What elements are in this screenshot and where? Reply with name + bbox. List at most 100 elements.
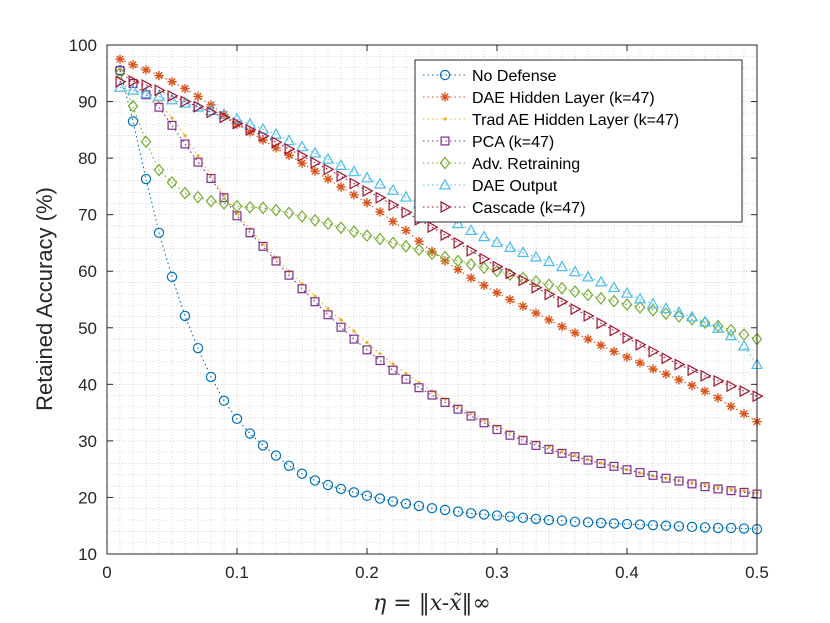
data-point: [427, 390, 437, 400]
data-point: [388, 198, 400, 212]
asterisk-stroke: [376, 208, 384, 216]
data-point: [297, 149, 309, 162]
data-point: [466, 244, 478, 257]
data-point: [726, 379, 738, 393]
data-point: [283, 460, 295, 471]
data-point: [387, 236, 399, 250]
data-point: [427, 221, 439, 234]
data-point: [466, 411, 476, 421]
data-point: [167, 77, 177, 87]
data-point: [348, 487, 360, 498]
data-point: [596, 459, 606, 469]
asterisk-stroke: [714, 394, 722, 402]
data-point: [739, 487, 749, 497]
data-point: [414, 383, 424, 393]
data-point: [543, 278, 555, 292]
data-point: [128, 60, 138, 70]
data-point: [687, 380, 697, 391]
data-point: [543, 514, 555, 526]
data-point: [309, 213, 321, 227]
data-point: [453, 404, 463, 414]
data-point: [375, 191, 387, 204]
data-point: [465, 508, 477, 519]
data-point: [742, 489, 746, 493]
data-point: [673, 521, 685, 532]
legend-entry: DAE Output: [423, 178, 558, 195]
asterisk-stroke: [584, 335, 592, 343]
data-point: [115, 75, 127, 88]
y-tick-label: 50: [78, 319, 97, 338]
data-point: [716, 485, 720, 489]
data-point: [686, 521, 698, 533]
asterisk-stroke: [493, 288, 501, 297]
data-point: [560, 450, 564, 454]
data-point: [518, 301, 528, 311]
data-point: [166, 175, 178, 189]
data-point: [192, 190, 204, 204]
asterisk-stroke: [662, 370, 670, 378]
data-point: [607, 281, 621, 293]
data-point: [296, 209, 308, 223]
data-point: [504, 511, 516, 522]
data-point: [440, 228, 452, 242]
data-point: [399, 190, 413, 202]
data-point: [322, 217, 334, 231]
data-point: [555, 260, 569, 272]
data-point: [401, 225, 411, 236]
y-axis-title: Retained Accuracy (%): [32, 187, 57, 411]
data-point: [165, 93, 179, 105]
data-point: [583, 334, 593, 344]
data-point: [544, 444, 554, 454]
data-point: [582, 517, 594, 528]
data-point: [596, 340, 606, 350]
data-point: [660, 520, 672, 531]
data-point: [257, 440, 269, 451]
data-point: [609, 324, 621, 337]
data-point: [270, 450, 282, 461]
data-point: [326, 306, 330, 311]
data-point: [583, 455, 593, 465]
data-point: [179, 186, 191, 200]
data-point: [595, 517, 607, 529]
data-point: [596, 317, 608, 330]
asterisk-stroke: [311, 167, 319, 175]
data-point: [297, 158, 307, 168]
data-point: [581, 270, 595, 282]
data-point: [400, 498, 412, 509]
data-point: [180, 139, 190, 149]
data-point: [347, 165, 361, 177]
data-point: [452, 506, 464, 517]
data-point: [478, 509, 490, 520]
data-point: [374, 232, 386, 246]
data-point: [313, 294, 317, 298]
data-point: [362, 198, 372, 208]
legend-marker: [440, 92, 450, 102]
data-point: [440, 397, 450, 407]
data-point: [349, 177, 361, 190]
data-point: [362, 184, 374, 197]
data-point: [635, 468, 645, 478]
data-point: [711, 321, 725, 333]
data-point: [258, 241, 268, 251]
data-point: [570, 328, 580, 338]
data-point: [426, 502, 438, 514]
data-point: [699, 522, 711, 533]
data-point: [713, 484, 723, 494]
data-point: [517, 512, 529, 524]
x-axis-title: η = ‖x-x̃‖∞: [373, 591, 491, 616]
series-cascade-k-47: [115, 75, 764, 403]
data-point: [230, 112, 244, 124]
asterisk-stroke: [467, 274, 475, 282]
data-point: [621, 298, 633, 312]
x-tick-label: 0.4: [615, 563, 639, 582]
data-point: [625, 468, 629, 472]
data-point: [556, 515, 568, 526]
asterisk-stroke: [519, 302, 527, 311]
data-point: [464, 223, 478, 236]
data-point: [154, 84, 166, 97]
y-tick-label: 80: [78, 149, 97, 168]
data-point: [451, 217, 465, 229]
data-point: [465, 257, 477, 271]
data-point: [739, 409, 749, 419]
